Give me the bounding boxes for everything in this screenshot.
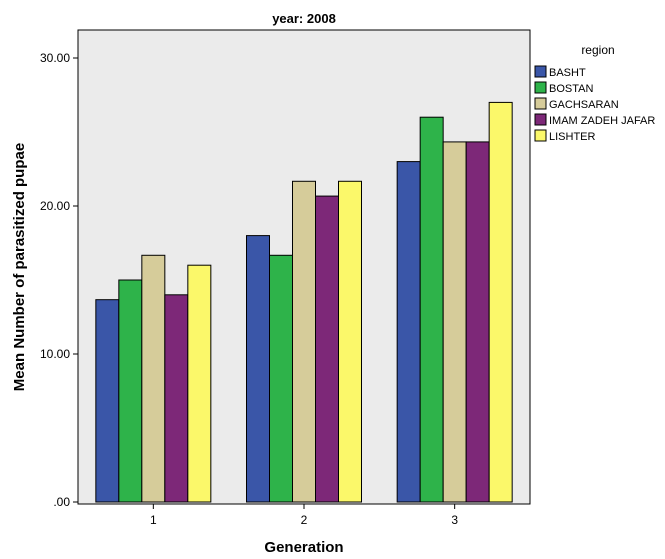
legend-swatch-gachsaran [534,97,547,110]
x-tick-label: 3 [451,513,458,527]
x-axis-label: Generation [264,539,343,554]
bar-basht-gen-3 [396,161,421,503]
bar-imam-zadeh-jafar-gen-1 [164,294,189,503]
axis-layer: 1 2 3 .00 10.00 20.00 30.00 [40,51,458,527]
legend-title: region [581,43,614,57]
bar-bostan-gen-2 [269,254,293,503]
bar-bostan-gen-3 [419,116,444,503]
legend-label: LISHTER [549,131,596,143]
legend-swatch-basht [534,65,547,78]
legend-swatch-imam-zadeh-jafar [534,113,547,126]
y-tick-label: .00 [53,495,70,509]
bar-bostan-gen-1 [118,279,143,503]
legend-label: GACHSARAN [549,99,619,111]
x-tick-label: 2 [301,513,308,527]
bar-lishter-gen-1 [187,264,212,503]
y-tick-label: 20.00 [40,199,70,213]
legend-swatch-bostan [534,81,547,94]
x-tick-label: 1 [150,513,157,527]
legend-swatch-lishter [534,129,547,142]
bar-lishter-gen-2 [338,180,362,503]
bar-gachsaran-gen-3 [442,141,467,503]
chart-title: year: 2008 [272,11,336,26]
bar-lishter-gen-3 [488,101,513,503]
bar-imam-zadeh-jafar-gen-2 [315,195,339,503]
y-tick-label: 30.00 [40,51,70,65]
y-tick-label: 10.00 [40,347,70,361]
bar-basht-gen-2 [246,235,270,503]
bars-layer [95,101,513,503]
legend-label: BOSTAN [549,83,593,95]
bar-gachsaran-gen-2 [292,180,316,503]
y-axis-label: Mean Number of parasitized pupae [11,143,28,391]
legend: BASHT BOSTAN GACHSARAN IMAM ZADEH JAFAR LISH… [534,65,655,143]
legend-label: IMAM ZADEH JAFAR [549,115,655,127]
legend-label: BASHT [549,67,586,79]
bar-gachsaran-gen-1 [141,254,166,503]
bar-imam-zadeh-jafar-gen-3 [465,141,490,503]
bar-basht-gen-1 [95,299,120,503]
